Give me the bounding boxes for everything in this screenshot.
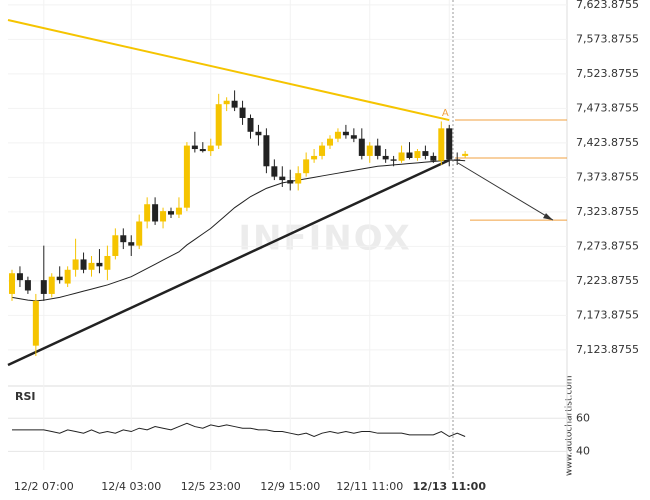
candle-body bbox=[454, 159, 461, 161]
x-tick-label: 12/5 23:00 bbox=[181, 480, 241, 493]
pattern-label: A bbox=[442, 108, 449, 119]
candle-body bbox=[48, 276, 55, 294]
candle-body bbox=[350, 135, 357, 139]
candle-body bbox=[390, 159, 397, 161]
candle-body bbox=[239, 107, 246, 118]
y-tick-label: 7,173.8755 bbox=[576, 308, 639, 321]
candle-body bbox=[96, 262, 103, 267]
y-tick-label: 40 bbox=[576, 444, 590, 457]
candle-body bbox=[414, 151, 421, 159]
candle-body bbox=[191, 145, 198, 150]
candle-body bbox=[160, 211, 167, 222]
x-tick-label: 12/13 11:00 bbox=[413, 480, 487, 493]
candle-body bbox=[24, 280, 31, 291]
candle-body bbox=[223, 100, 230, 105]
candle-body bbox=[311, 155, 318, 160]
candle-body bbox=[64, 269, 71, 284]
candle-body bbox=[183, 145, 190, 208]
x-tick-label: 12/2 07:00 bbox=[14, 480, 74, 493]
candle-body bbox=[422, 151, 429, 156]
candle-body bbox=[271, 166, 278, 177]
candle-body bbox=[128, 242, 135, 246]
x-tick-label: 12/11 11:00 bbox=[336, 480, 403, 493]
y-tick-label: 7,473.8755 bbox=[576, 101, 639, 114]
candle-body bbox=[366, 145, 373, 156]
y-tick-label: 7,273.8755 bbox=[576, 239, 639, 252]
candle-body bbox=[295, 173, 302, 184]
candle-body bbox=[16, 273, 23, 281]
candle-body bbox=[342, 131, 349, 136]
candle-body bbox=[406, 152, 413, 159]
candle-body bbox=[231, 100, 238, 108]
candle-body bbox=[279, 176, 286, 181]
y-tick-label: 7,573.8755 bbox=[576, 32, 639, 45]
source-label: www.autochartist.com bbox=[565, 375, 575, 476]
candle-body bbox=[80, 259, 87, 270]
candle-body bbox=[438, 128, 445, 161]
y-tick-label: 7,223.8755 bbox=[576, 274, 639, 287]
y-tick-label: 7,323.8755 bbox=[576, 205, 639, 218]
candle-body bbox=[382, 155, 389, 160]
watermark: INFINOX bbox=[238, 219, 411, 259]
candle-body bbox=[247, 117, 254, 132]
candle-body bbox=[104, 255, 111, 270]
moving-average bbox=[11, 159, 466, 302]
candle-body bbox=[168, 211, 174, 215]
candle-body bbox=[303, 159, 310, 174]
y-tick-label: 7,523.8755 bbox=[576, 67, 639, 80]
candle-body bbox=[374, 145, 381, 156]
y-tick-label: 7,373.8755 bbox=[576, 170, 639, 183]
candle-body bbox=[112, 235, 119, 256]
candle-body bbox=[287, 180, 294, 184]
candle-body bbox=[9, 273, 15, 294]
y-tick-label: 7,423.8755 bbox=[576, 136, 639, 149]
candle-body bbox=[152, 204, 159, 222]
resistance-line bbox=[7, 19, 450, 122]
candle-body bbox=[462, 153, 469, 156]
candle-body bbox=[255, 131, 262, 136]
y-tick-label: 60 bbox=[576, 411, 590, 424]
candle-body bbox=[56, 276, 63, 281]
candle-body bbox=[40, 280, 47, 294]
candle-body bbox=[327, 138, 333, 146]
candle-body bbox=[263, 135, 270, 167]
candle-body bbox=[319, 145, 326, 156]
candle-body bbox=[144, 204, 151, 222]
candle-body bbox=[398, 152, 405, 161]
candle-body bbox=[430, 155, 437, 161]
forecast-arrow bbox=[457, 162, 554, 221]
x-tick-label: 12/9 15:00 bbox=[260, 480, 320, 493]
y-tick-label: 7,623.8755 bbox=[576, 0, 639, 11]
rsi-line bbox=[12, 422, 466, 438]
candle-body bbox=[88, 262, 95, 270]
candle-body bbox=[72, 259, 79, 270]
rsi-label: RSI bbox=[15, 390, 36, 403]
support-line bbox=[7, 158, 450, 367]
y-tick-label: 7,123.8755 bbox=[576, 343, 639, 356]
candle-body bbox=[207, 145, 214, 152]
candle-body bbox=[215, 104, 222, 146]
x-tick-label: 12/4 03:00 bbox=[101, 480, 161, 493]
candle-body bbox=[175, 207, 182, 215]
candle-body bbox=[446, 128, 453, 160]
candle-body bbox=[136, 221, 143, 246]
candle-body bbox=[334, 131, 341, 139]
candle-body bbox=[120, 235, 127, 243]
arrow-head bbox=[543, 213, 553, 221]
candle-body bbox=[358, 138, 365, 156]
candle-body bbox=[199, 149, 206, 152]
candle-body bbox=[32, 300, 39, 346]
